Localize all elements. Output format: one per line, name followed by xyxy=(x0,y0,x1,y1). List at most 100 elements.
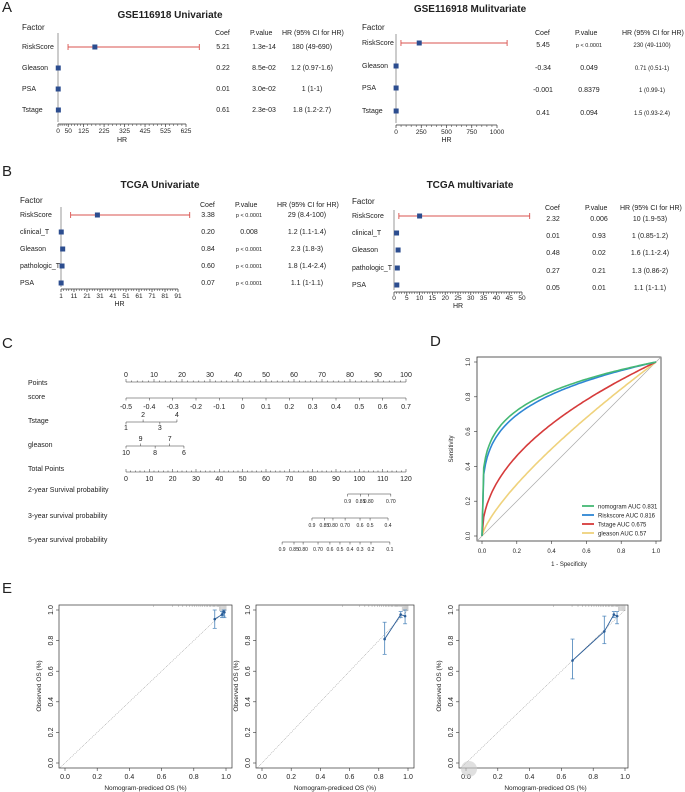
column-header-coef: Coef xyxy=(545,205,560,212)
variable-tick-label: 0.4 xyxy=(331,404,341,411)
x-tick-label: 0.2 xyxy=(513,549,522,555)
column-header-pvalue: P.value xyxy=(585,205,608,212)
total-points-tick-label: 90 xyxy=(332,476,340,483)
hazard-ratio-marker xyxy=(393,108,399,114)
survival-tick-label: 0.6 xyxy=(326,547,333,553)
y-tick-label: 0.6 xyxy=(245,666,252,676)
column-header-pvalue: P.value xyxy=(250,30,273,37)
column-header-coef: Coef xyxy=(215,30,230,37)
y-tick-label: 0.8 xyxy=(466,392,472,401)
points-tick-label: 40 xyxy=(234,372,242,379)
legend-entry: Riskscore AUC 0.816 xyxy=(598,513,656,519)
pvalue-value: 0.21 xyxy=(592,268,606,275)
pvalue-value: p < 0.0001 xyxy=(236,247,262,253)
x-tick-label: 125 xyxy=(78,128,89,135)
hazard-ratio-marker xyxy=(394,282,400,288)
y-tick-label: 0.4 xyxy=(466,462,472,471)
factor-label: Gleason xyxy=(22,65,48,72)
column-header-hr: HR (95% CI for HR) xyxy=(277,202,339,209)
factor-label: RiskScore xyxy=(20,212,52,219)
x-tick-label: 0.0 xyxy=(461,774,471,781)
forest-row: pathologic_T 0.60 p < 0.0001 1.8 (1.4-2.4) xyxy=(20,263,326,270)
variable-tick-label: 0.3 xyxy=(308,404,318,411)
x-tick-label: 0 xyxy=(392,295,396,302)
variable-tick-label: -0.4 xyxy=(143,404,155,411)
factor-label: Gleason xyxy=(20,246,46,253)
legend-entry: nomogram AUC 0.831 xyxy=(598,504,658,510)
pvalue-value: 2.3e-03 xyxy=(252,107,276,114)
variable-tick-label: 0.1 xyxy=(261,404,271,411)
factor-header: Factor xyxy=(352,197,375,206)
plot-frame xyxy=(476,356,662,542)
nomogram-row-label: Points xyxy=(28,380,48,387)
x-tick-label: 625 xyxy=(181,128,192,135)
column-header-hr: HR (95% CI for HR) xyxy=(622,30,684,37)
forest-row: Tstage 0.61 2.3e-03 1.8 (1.2-2.7) xyxy=(22,107,331,114)
hr-ci-value: 29 (8.4-100) xyxy=(288,212,326,219)
factor-label: Tstage xyxy=(22,107,43,114)
factor-label: RiskScore xyxy=(22,44,54,51)
x-tick-label: 1 xyxy=(59,293,63,300)
variable-tick-label: 9 xyxy=(139,436,143,443)
nomogram-variable-tstage: Tstage 1 2 3 4 xyxy=(28,412,179,432)
calibration-line xyxy=(384,614,406,640)
variable-tick-label: 10 xyxy=(122,450,130,457)
hr-ci-value: 1.5 (0.93-2.4) xyxy=(634,111,670,117)
hr-ci-value: 1.6 (1.1-2.4) xyxy=(631,250,669,257)
x-tick-label: 0.4 xyxy=(525,774,535,781)
points-tick-label: 20 xyxy=(178,372,186,379)
x-tick-label: 45 xyxy=(506,295,514,302)
panel-label-d: D xyxy=(430,333,441,350)
calibration-point xyxy=(220,613,224,616)
coef-value: 0.01 xyxy=(546,233,560,240)
hazard-ratio-marker xyxy=(94,212,100,218)
x-tick-label: 0.6 xyxy=(557,774,567,781)
coef-value: 0.61 xyxy=(216,107,230,114)
hr-ci-value: 1.2 (1.1-1.4) xyxy=(288,229,326,236)
y-tick-label: 1.0 xyxy=(48,605,55,615)
total-points-tick-label: 20 xyxy=(169,476,177,483)
forest-row: PSA 0.01 3.0e-02 1 (1-1) xyxy=(22,86,322,93)
x-tick-label: 0.6 xyxy=(157,774,167,781)
y-tick-label: 0.4 xyxy=(48,697,55,707)
factor-label: clinical_T xyxy=(20,229,50,236)
coef-value: 2.32 xyxy=(546,216,560,223)
coef-value: 0.48 xyxy=(546,250,560,257)
x-tick-label: 50 xyxy=(65,128,73,135)
variable-tick-label: 0.7 xyxy=(401,404,411,411)
survival-tick-label: 0.3 xyxy=(357,547,364,553)
x-tick-label: 250 xyxy=(416,129,427,136)
y-axis-label: Sensitivity xyxy=(449,435,455,462)
pvalue-value: p < 0.0001 xyxy=(236,281,262,287)
column-header-hr: HR (95% CI for HR) xyxy=(620,205,682,212)
coef-value: 5.45 xyxy=(536,42,550,49)
hazard-ratio-marker xyxy=(55,86,61,92)
points-tick-label: 30 xyxy=(206,372,214,379)
forest-row: RiskScore 5.21 1.3e-14 180 (49-690) xyxy=(22,44,332,51)
survival-tick-label: 0.80 xyxy=(298,547,308,553)
survival-tick-label: 0.70 xyxy=(340,523,350,529)
y-tick-label: 0.8 xyxy=(448,636,455,646)
y-tick-label: 1.0 xyxy=(448,605,455,615)
forest-plot-1: GSE116918 Univariate Factor 0 50 125 225 325 42… xyxy=(22,10,344,144)
hr-ci-value: 1.8 (1.2-2.7) xyxy=(293,107,331,114)
hazard-ratio-marker xyxy=(55,65,61,71)
variable-tick-label: 6 xyxy=(182,450,186,457)
forest-row: PSA -0.001 0.8379 1 (0.99-1) xyxy=(362,85,665,94)
total-points-tick-label: 100 xyxy=(353,476,365,483)
y-axis-label: Observed OS (%) xyxy=(233,660,240,711)
nomogram-row-label: score xyxy=(28,394,45,401)
y-tick-label: 0.0 xyxy=(466,531,472,540)
hazard-ratio-marker xyxy=(59,263,65,269)
x-tick-label: 50 xyxy=(518,295,526,302)
total-points-tick-label: 40 xyxy=(215,476,223,483)
x-axis-label: Nomogram-prediced OS (%) xyxy=(294,785,376,792)
factor-label: PSA xyxy=(352,282,366,289)
survival-tick-label: 0.9 xyxy=(344,499,351,505)
x-tick-label: 750 xyxy=(466,129,477,136)
x-tick-label: 0.4 xyxy=(125,774,135,781)
hr-ci-value: 1.3 (0.86-2) xyxy=(632,268,668,275)
hazard-ratio-marker xyxy=(395,247,401,253)
survival-tick-label: 0.5 xyxy=(367,523,374,529)
